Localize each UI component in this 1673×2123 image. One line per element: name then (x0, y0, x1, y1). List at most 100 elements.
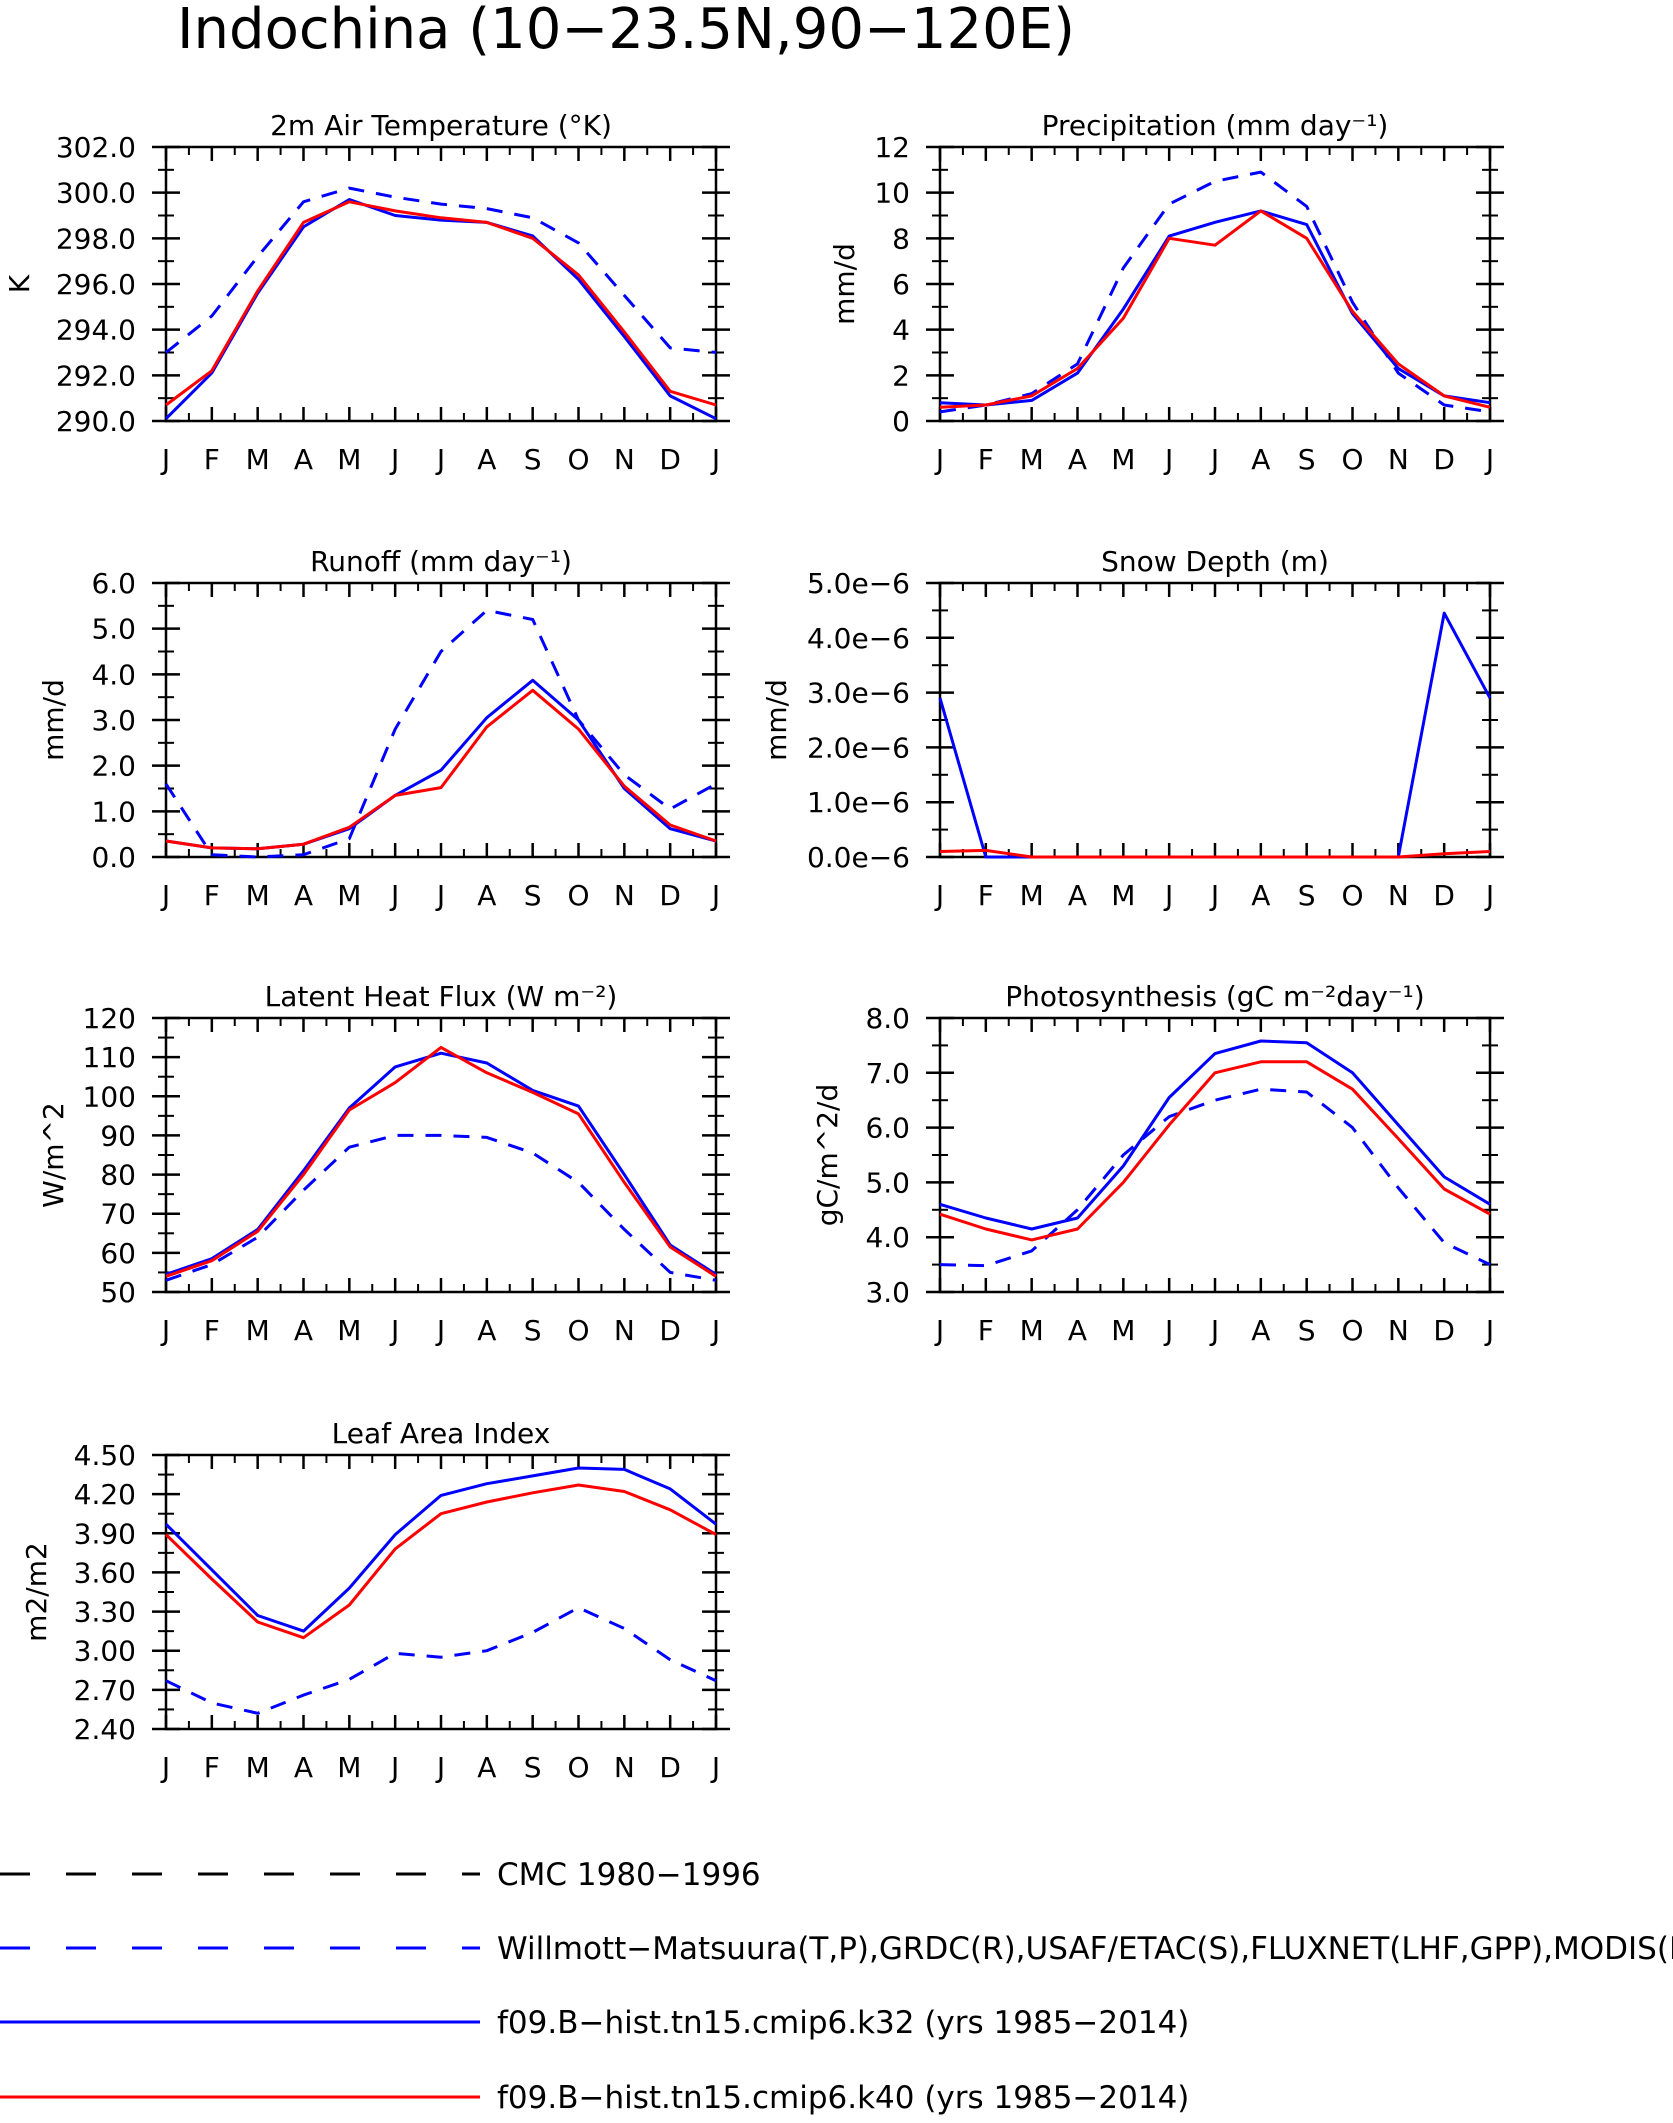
x-tick-label: S (1298, 1314, 1316, 1347)
x-tick-label: A (477, 879, 496, 912)
panel-1: J F M A M J J A S O N D J290.0292.0294.0296.0298.030… (3, 109, 730, 476)
x-tick-label: D (1433, 879, 1455, 912)
y-tick-label: 12 (874, 131, 910, 164)
x-tick-label: J (389, 1751, 399, 1784)
x-tick-label: A (1068, 1314, 1087, 1347)
x-tick-label: J (160, 1314, 170, 1347)
series-line-k40 (939, 848, 1491, 859)
panel-title: Precipitation (mm day⁻¹) (1042, 109, 1389, 142)
x-tick-label: J (160, 879, 170, 912)
y-tick-label: 6.0 (91, 567, 136, 600)
x-tick-label: M (337, 443, 361, 476)
x-tick-label: O (567, 1314, 589, 1347)
x-tick-label: J (435, 879, 445, 912)
x-tick-label: O (1341, 443, 1363, 476)
x-tick-label: J (710, 443, 720, 476)
x-tick-label: A (477, 1314, 496, 1347)
x-tick-label: J (1484, 443, 1494, 476)
series-line-obs (164, 608, 717, 859)
panel-title: Runoff (mm day⁻¹) (310, 545, 572, 578)
y-tick-label: 294.0 (56, 314, 136, 347)
x-tick-label: A (294, 1314, 313, 1347)
y-tick-label: 3.30 (74, 1596, 136, 1629)
x-tick-label: D (659, 879, 681, 912)
y-tick-label: 7.0 (865, 1057, 910, 1090)
plot-frame (164, 1016, 718, 1294)
y-tick-label: 3.0e−6 (807, 677, 910, 710)
y-tick-label: 90 (100, 1119, 136, 1152)
x-tick-label: N (1388, 443, 1409, 476)
y-tick-label: 298.0 (56, 222, 136, 255)
y-tick-label: 70 (100, 1198, 136, 1231)
y-tick-label: 290.0 (56, 405, 136, 438)
x-tick-label: O (1341, 879, 1363, 912)
x-tick-label: O (1341, 1314, 1363, 1347)
x-tick-label: D (1433, 443, 1455, 476)
x-tick-label: J (435, 1314, 445, 1347)
x-tick-label: A (294, 879, 313, 912)
x-tick-label: D (1433, 1314, 1455, 1347)
y-tick-label: 10 (874, 177, 910, 210)
y-tick-label: 3.0 (865, 1276, 910, 1309)
y-tick-label: 3.00 (74, 1635, 136, 1668)
x-tick-label: O (567, 1751, 589, 1784)
y-tick-label: 2.0 (91, 750, 136, 783)
x-tick-label: J (435, 443, 445, 476)
y-tick-label: 0.0e−6 (807, 841, 910, 874)
series-line-obs (165, 186, 717, 354)
x-tick-label: A (1068, 879, 1087, 912)
y-tick-label: 0.0 (91, 841, 136, 874)
series-line-k40 (165, 1045, 717, 1278)
x-tick-label: M (1111, 1314, 1135, 1347)
y-tick-label: 110 (83, 1041, 136, 1074)
x-tick-label: N (1388, 879, 1409, 912)
x-tick-label: D (659, 443, 681, 476)
plot-frame (164, 145, 718, 423)
y-axis-label: mm/d (37, 679, 70, 761)
x-tick-label: F (978, 879, 994, 912)
x-tick-label: M (1111, 879, 1135, 912)
x-tick-label: D (659, 1751, 681, 1784)
series-line-k40 (165, 688, 717, 851)
x-tick-label: A (294, 443, 313, 476)
y-tick-label: 80 (100, 1159, 136, 1192)
x-tick-label: S (524, 1751, 542, 1784)
y-axis-label: mm/d (760, 679, 793, 761)
series-line-obs (939, 170, 1491, 414)
x-tick-label: M (337, 1314, 361, 1347)
x-tick-label: F (204, 1314, 220, 1347)
x-tick-label: M (246, 1751, 270, 1784)
panel-title: Photosynthesis (gC m⁻²day⁻¹) (1005, 980, 1424, 1013)
y-tick-label: 292.0 (56, 359, 136, 392)
y-tick-label: 4.20 (74, 1478, 136, 1511)
y-tick-label: 5.0e−6 (807, 567, 910, 600)
x-tick-label: N (614, 879, 635, 912)
series-line-k32 (939, 1039, 1491, 1231)
x-tick-label: J (1484, 1314, 1494, 1347)
y-axis-label: gC/m^2/d (811, 1084, 844, 1227)
series-line-obs (165, 1133, 717, 1282)
legend-label: Willmott−Matsuura(T,P),GRDC(R),USAF/ETAC… (497, 1931, 1673, 1967)
series-line-obs (165, 1606, 717, 1715)
plot-frame (938, 1016, 1492, 1294)
y-tick-label: 5.0 (865, 1166, 910, 1199)
x-tick-label: J (1163, 443, 1173, 476)
x-tick-label: J (710, 1751, 720, 1784)
x-tick-label: M (1020, 1314, 1044, 1347)
x-tick-label: J (1484, 879, 1494, 912)
y-tick-label: 0 (892, 405, 910, 438)
x-tick-label: A (1251, 879, 1270, 912)
x-tick-label: J (389, 1314, 399, 1347)
y-tick-label: 2.70 (74, 1674, 136, 1707)
y-axis-label: K (3, 274, 36, 293)
y-tick-label: 3.0 (91, 704, 136, 737)
x-tick-label: F (978, 443, 994, 476)
y-tick-label: 8 (892, 222, 910, 255)
x-tick-label: M (1020, 443, 1044, 476)
x-tick-label: J (1163, 879, 1173, 912)
x-tick-label: J (160, 1751, 170, 1784)
y-tick-label: 120 (83, 1002, 136, 1035)
x-tick-label: M (246, 1314, 270, 1347)
